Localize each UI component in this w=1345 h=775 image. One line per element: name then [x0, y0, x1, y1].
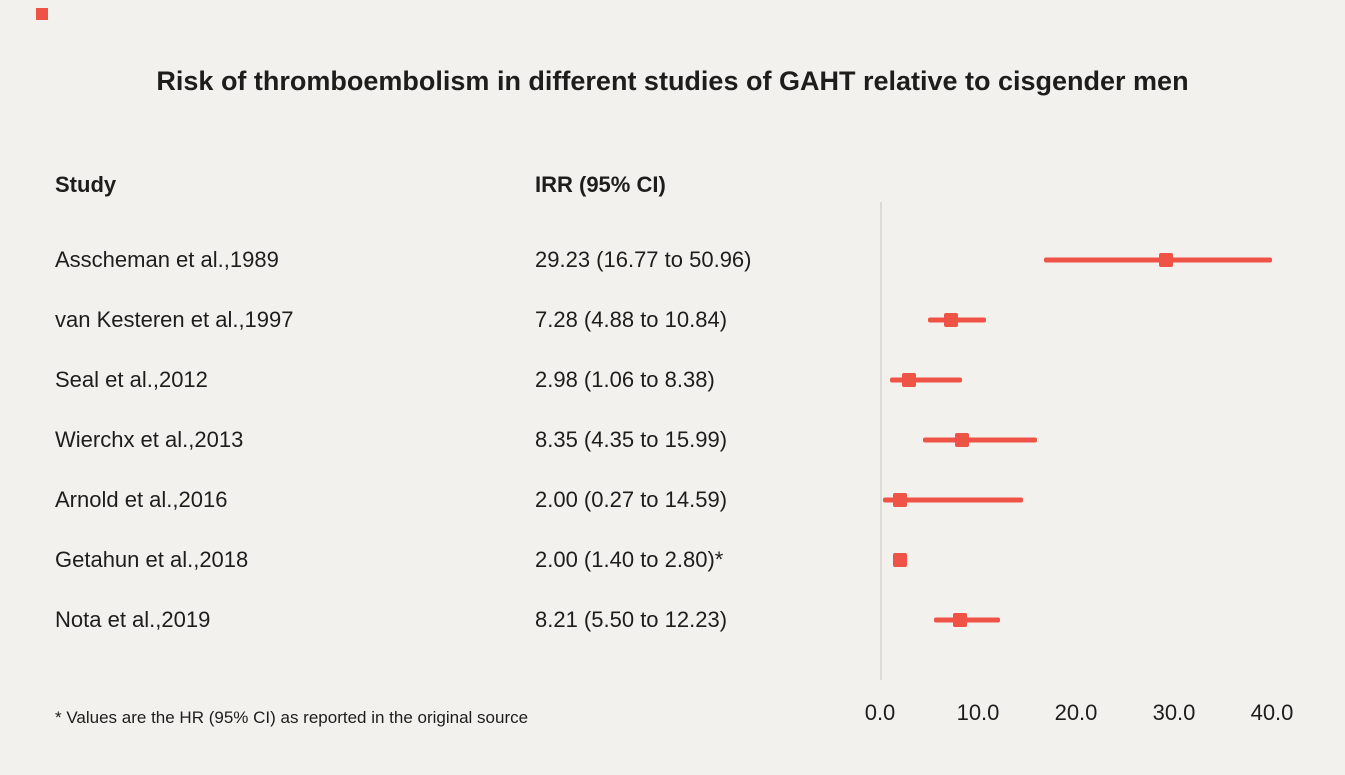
x-tick-label: 40.0 — [1250, 700, 1294, 725]
irr-ci-value: 2.98 (1.06 to 8.38) — [535, 367, 715, 392]
column-header-study: Study — [55, 172, 117, 197]
irr-ci-value: 8.21 (5.50 to 12.23) — [535, 607, 728, 632]
irr-ci-value: 29.23 (16.77 to 50.96) — [535, 247, 752, 272]
study-label: Arnold et al.,2016 — [55, 487, 228, 512]
study-label: Getahun et al.,2018 — [55, 547, 249, 572]
irr-ci-value: 2.00 (0.27 to 14.59) — [535, 487, 728, 512]
y-axis-baseline — [880, 202, 882, 680]
confidence-interval-line — [890, 377, 963, 383]
point-estimate-marker — [954, 433, 969, 447]
study-label: van Kesteren et al.,1997 — [55, 307, 294, 332]
irr-ci-value: 8.35 (4.35 to 15.99) — [535, 427, 728, 452]
confidence-interval-line — [922, 437, 1037, 443]
x-tick-label: 10.0 — [956, 700, 1000, 725]
forest-track — [880, 530, 1272, 590]
study-label: Asscheman et al.,1989 — [55, 247, 279, 272]
point-estimate-marker — [902, 373, 917, 387]
study-row: Asscheman et al.,1989 29.23 (16.77 to 50.… — [0, 230, 1345, 290]
irr-ci-value: 7.28 (4.88 to 10.84) — [535, 307, 728, 332]
x-tick-label: 30.0 — [1152, 700, 1196, 725]
point-estimate-marker — [892, 493, 907, 507]
study-label: Wierchx et al.,2013 — [55, 427, 244, 452]
study-rows: Asscheman et al.,1989 29.23 (16.77 to 50.… — [0, 230, 1345, 650]
forest-track — [880, 350, 1272, 410]
x-tick-label: 20.0 — [1054, 700, 1098, 725]
study-row: Getahun et al.,2018 2.00 (1.40 to 2.80)* — [0, 530, 1345, 590]
point-estimate-marker — [944, 313, 959, 327]
study-row: van Kesteren et al.,1997 7.28 (4.88 to 10… — [0, 290, 1345, 350]
study-row: Wierchx et al.,2013 8.35 (4.35 to 15.99) — [0, 410, 1345, 470]
x-axis: 0.0 10.0 20.0 30.0 40.0 — [865, 700, 1294, 730]
confidence-interval-line — [882, 497, 1023, 503]
forest-track — [880, 590, 1272, 650]
study-row: Nota et al.,2019 8.21 (5.50 to 12.23) — [0, 590, 1345, 650]
brand-mark — [36, 8, 48, 20]
forest-track — [880, 230, 1272, 290]
forest-track — [880, 290, 1272, 350]
footnote: * Values are the HR (95% CI) as reported… — [55, 708, 529, 727]
forest-track — [880, 410, 1272, 470]
point-estimate-marker — [1159, 253, 1174, 267]
figure-title: Risk of thromboembolism in different stu… — [156, 66, 1189, 96]
confidence-interval-line — [1044, 257, 1272, 263]
irr-ci-value: 2.00 (1.40 to 2.80)* — [535, 547, 724, 572]
study-label: Nota et al.,2019 — [55, 607, 211, 632]
column-header-irr: IRR (95% CI) — [535, 172, 666, 197]
study-row: Seal et al.,2012 2.98 (1.06 to 8.38) — [0, 350, 1345, 410]
x-tick-label: 0.0 — [864, 700, 896, 725]
study-row: Arnold et al.,2016 2.00 (0.27 to 14.59) — [0, 470, 1345, 530]
forest-track — [880, 470, 1272, 530]
point-estimate-marker — [892, 553, 907, 567]
study-label: Seal et al.,2012 — [55, 367, 208, 392]
point-estimate-marker — [953, 613, 968, 627]
